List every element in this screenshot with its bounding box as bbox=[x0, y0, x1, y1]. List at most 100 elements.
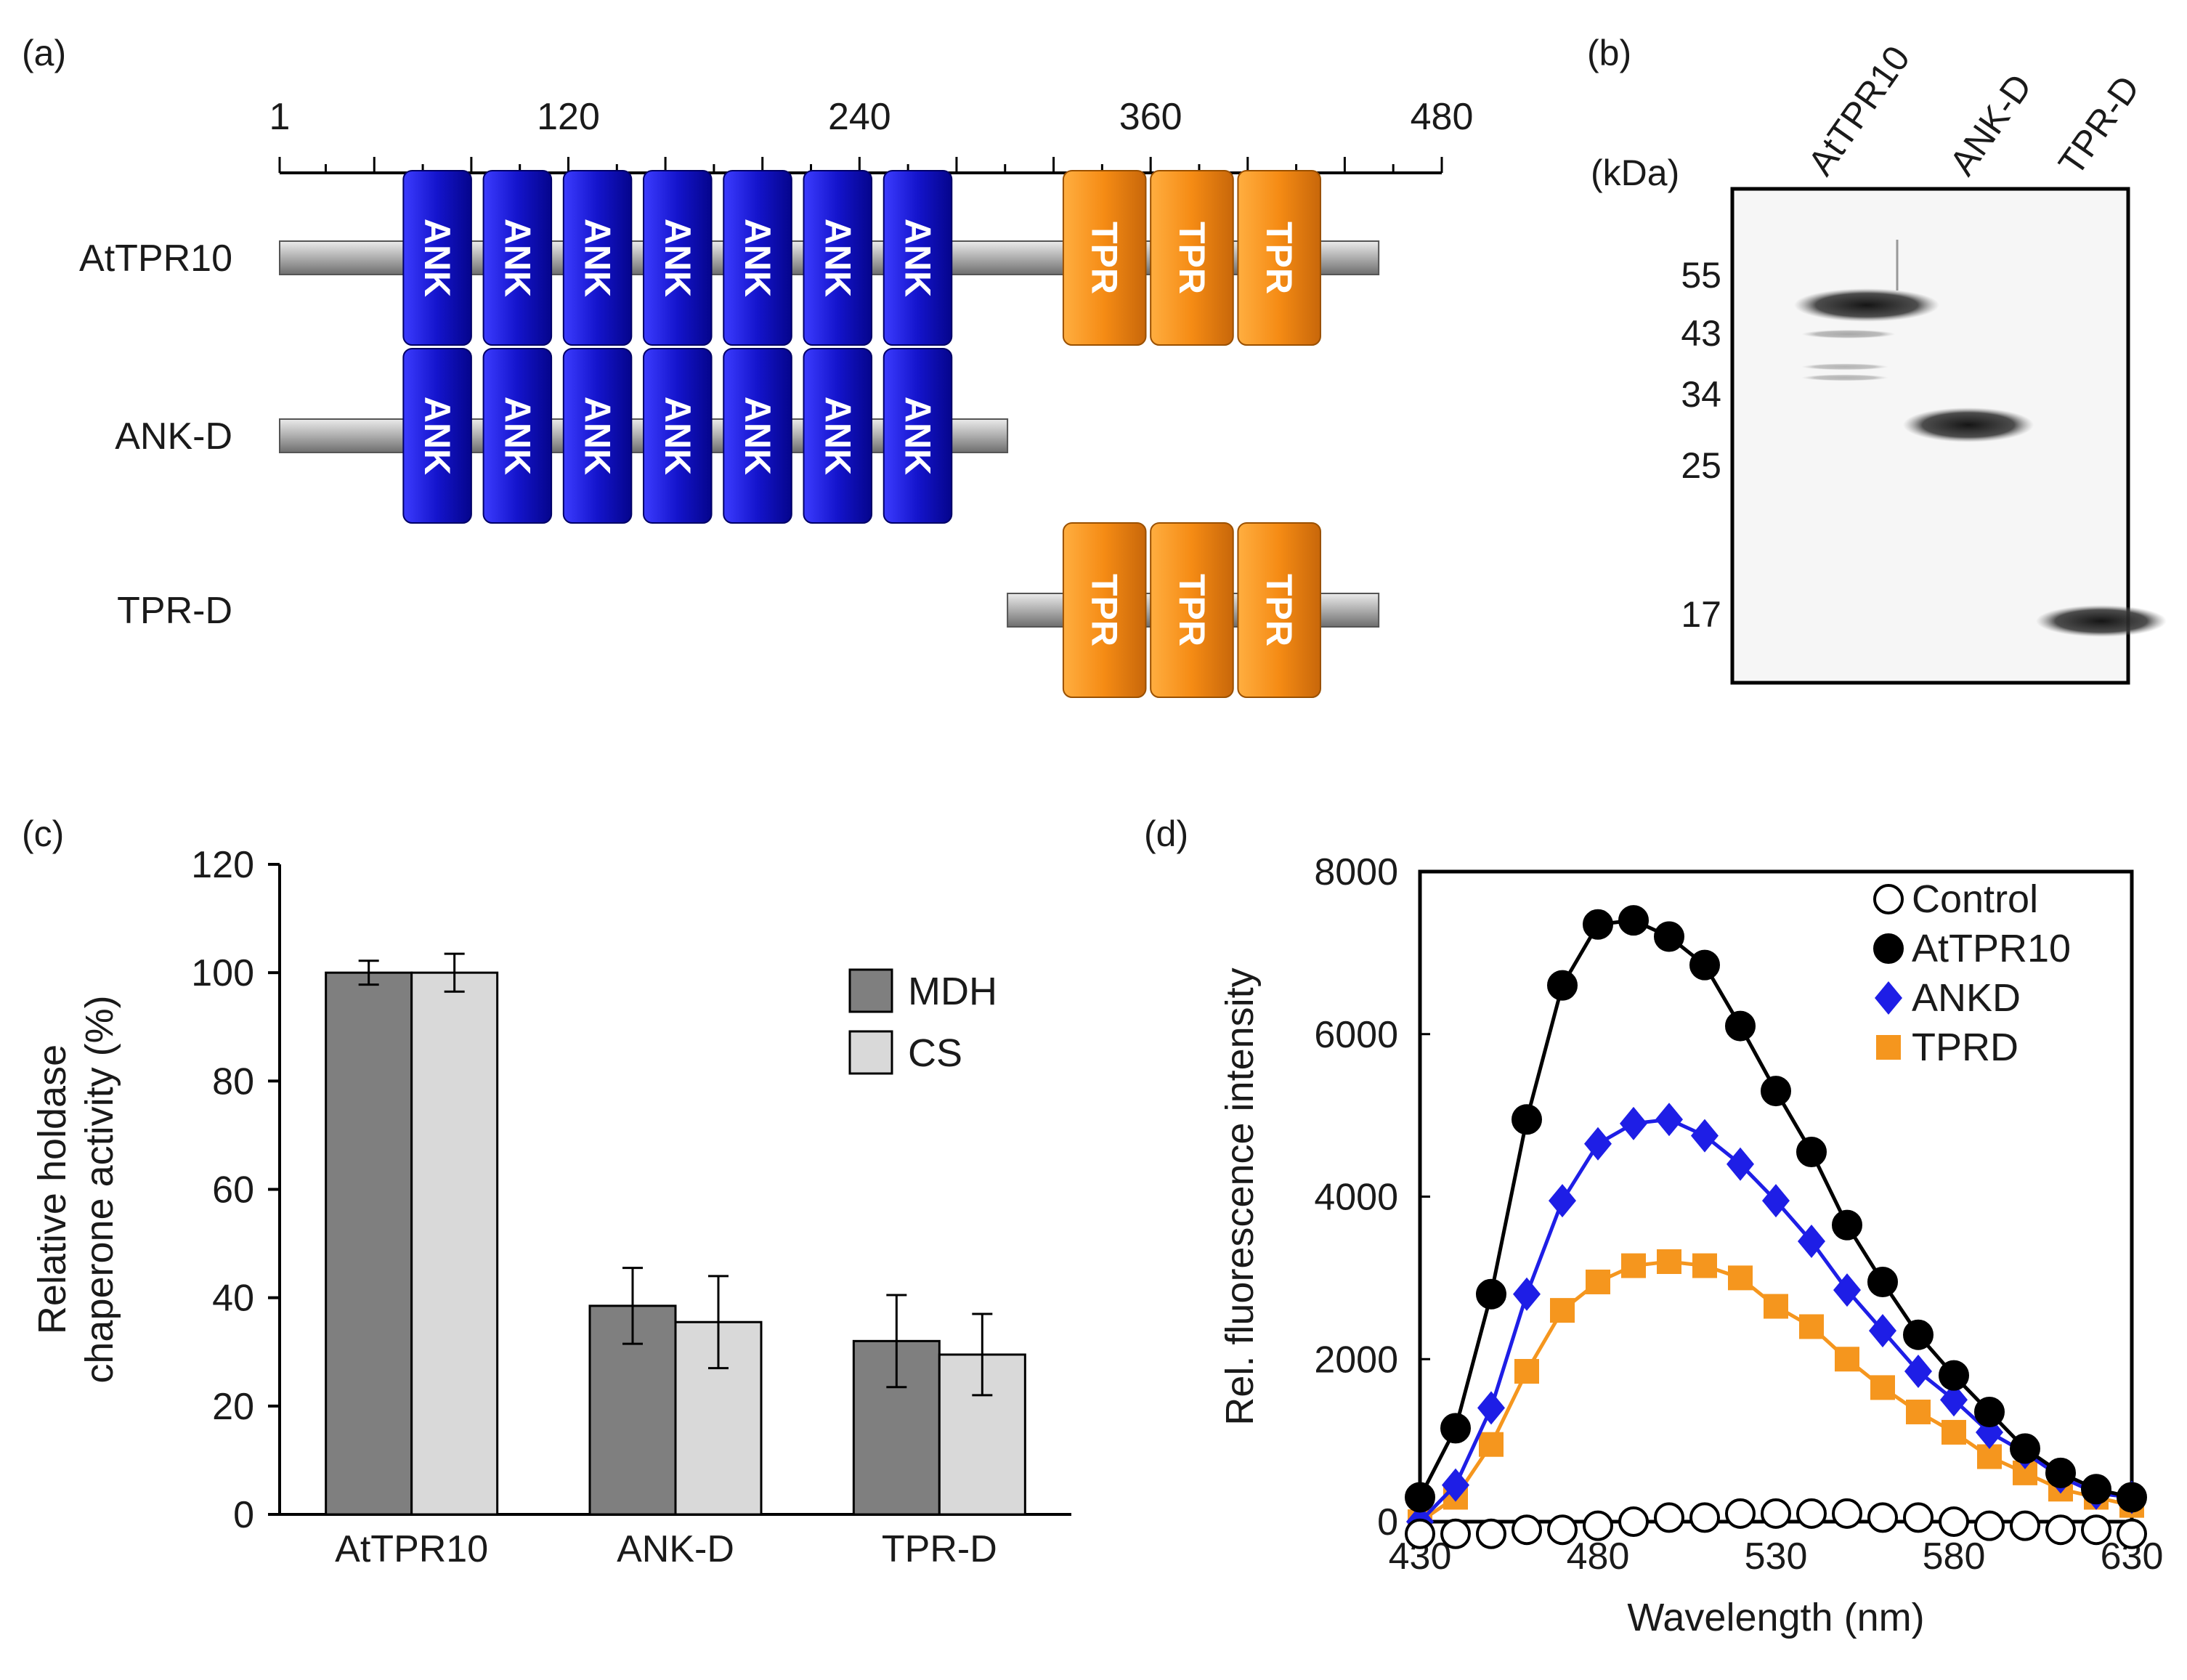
domain-label: ANK bbox=[817, 397, 858, 475]
y-tick-label: 100 bbox=[191, 952, 254, 994]
ank-domain: ANK bbox=[803, 348, 873, 524]
domain-label: TPR bbox=[1259, 574, 1299, 646]
domain-block bbox=[803, 170, 873, 346]
domain-label: ANK bbox=[737, 397, 778, 475]
gel-band bbox=[1794, 288, 1939, 322]
domain-block bbox=[643, 348, 713, 524]
y-axis-label: chaperone activity (%) bbox=[78, 995, 121, 1383]
data-point bbox=[1725, 1010, 1756, 1042]
panel-a-label: (a) bbox=[22, 33, 66, 73]
domain-label: TPR bbox=[1259, 222, 1299, 294]
domain-block bbox=[482, 348, 553, 524]
domain-block bbox=[1062, 522, 1147, 698]
gel-lane-label: AtTPR10 bbox=[1800, 38, 1918, 182]
data-point bbox=[1584, 1127, 1612, 1161]
data-point bbox=[1618, 905, 1649, 936]
construct-row-tpr-d: TPR-D TPR TPR TPR bbox=[117, 522, 1380, 698]
data-point bbox=[1974, 1396, 2005, 1427]
data-point bbox=[1764, 1294, 1788, 1319]
data-point bbox=[1583, 909, 1613, 940]
gel-band bbox=[1801, 330, 1896, 338]
gel-marker-25: 25 bbox=[1681, 445, 1721, 486]
domain-label: ANK bbox=[417, 397, 458, 475]
scale-tick-label: 360 bbox=[1119, 96, 1182, 138]
panel-b-label: (b) bbox=[1587, 33, 1631, 73]
data-point bbox=[1796, 1498, 1827, 1529]
x-tick-label: 480 bbox=[1567, 1535, 1630, 1578]
legend-marker bbox=[1873, 884, 1904, 914]
x-tick-label: TPR-D bbox=[882, 1528, 997, 1570]
y-tick-label: 60 bbox=[212, 1169, 254, 1212]
domain-label: ANK bbox=[657, 397, 698, 475]
data-point bbox=[1620, 1106, 1647, 1140]
ank-domain: ANK bbox=[882, 170, 953, 346]
data-point bbox=[1798, 1225, 1825, 1259]
data-point bbox=[1583, 1510, 1613, 1541]
domain-label: ANK bbox=[577, 219, 618, 297]
y-tick-label: 120 bbox=[191, 844, 254, 886]
gel-marker-17: 17 bbox=[1681, 594, 1721, 635]
data-point bbox=[1939, 1506, 1969, 1537]
data-point bbox=[1654, 921, 1684, 952]
ank-domain: ANK bbox=[723, 348, 792, 524]
legend-label: CS bbox=[908, 1031, 962, 1075]
data-point bbox=[1867, 1502, 1898, 1533]
domain-label: ANK bbox=[417, 219, 458, 297]
data-point bbox=[1692, 1253, 1717, 1278]
domain-label: ANK bbox=[497, 397, 537, 475]
series-control bbox=[1405, 1498, 2147, 1549]
domain-label: ANK bbox=[897, 219, 938, 297]
data-point bbox=[1440, 1518, 1471, 1549]
domain-label: ANK bbox=[817, 219, 858, 297]
data-point bbox=[1903, 1319, 1934, 1350]
scale-tick-label: 1 bbox=[269, 96, 291, 138]
data-point bbox=[1654, 1502, 1684, 1533]
data-point bbox=[1618, 1506, 1649, 1537]
x-tick-label: AtTPR10 bbox=[335, 1528, 488, 1570]
data-point bbox=[1906, 1399, 1931, 1424]
ank-domain: ANK bbox=[882, 348, 953, 524]
y-tick-label: 8000 bbox=[1314, 851, 1398, 893]
data-point bbox=[1903, 1502, 1934, 1533]
data-point bbox=[1689, 949, 1720, 981]
y-tick-label: 80 bbox=[212, 1060, 254, 1103]
x-tick-label: 530 bbox=[1745, 1535, 1808, 1578]
domain-block bbox=[562, 348, 633, 524]
y-tick-label: 4000 bbox=[1314, 1177, 1398, 1219]
data-point bbox=[1657, 1249, 1681, 1274]
tpr-domain: TPR bbox=[1150, 170, 1234, 346]
data-point bbox=[1442, 1468, 1469, 1502]
ank-domain: ANK bbox=[562, 348, 633, 524]
data-point bbox=[1405, 1482, 1435, 1513]
ank-domain: ANK bbox=[402, 348, 472, 524]
domain-label: ANK bbox=[577, 397, 618, 475]
panel-d-label: (d) bbox=[1144, 813, 1188, 854]
scale-tick-label: 480 bbox=[1411, 96, 1474, 138]
data-point bbox=[1725, 1498, 1756, 1529]
domain-block bbox=[482, 170, 553, 346]
gel-lane-labels: AtTPR10 ANK-D TPR-D bbox=[1800, 38, 2147, 182]
data-point bbox=[1904, 1355, 1932, 1389]
data-point bbox=[1727, 1147, 1754, 1181]
tpr-domain: TPR bbox=[1237, 170, 1321, 346]
construct-label: AtTPR10 bbox=[79, 238, 232, 280]
construct-row-attpr10: AtTPR10 ANK ANK ANK ANK ANK ANK ANK TPR TPR TPR bbox=[79, 170, 1380, 346]
x-tick-label: 580 bbox=[1923, 1535, 1986, 1578]
y-tick-label: 40 bbox=[212, 1278, 254, 1320]
legend-label: TPRD bbox=[1912, 1026, 2018, 1069]
ank-domain: ANK bbox=[643, 348, 713, 524]
data-point bbox=[2081, 1514, 2111, 1546]
domain-block bbox=[1150, 170, 1234, 346]
data-point bbox=[1870, 1375, 1895, 1400]
legend: MDH CS bbox=[848, 968, 997, 1075]
domain-label: ANK bbox=[657, 219, 698, 297]
data-point bbox=[1835, 1347, 1859, 1372]
ank-domain: ANK bbox=[562, 170, 633, 346]
legend-label: ANKD bbox=[1912, 976, 2021, 1020]
holdase-bar-chart: 0 20 40 60 80 100 120 Relative holdase chaperone… bbox=[31, 844, 1071, 1570]
data-point bbox=[1477, 1391, 1505, 1425]
domain-block bbox=[1150, 522, 1234, 698]
data-point bbox=[1832, 1498, 1862, 1529]
data-point bbox=[1476, 1278, 1506, 1310]
